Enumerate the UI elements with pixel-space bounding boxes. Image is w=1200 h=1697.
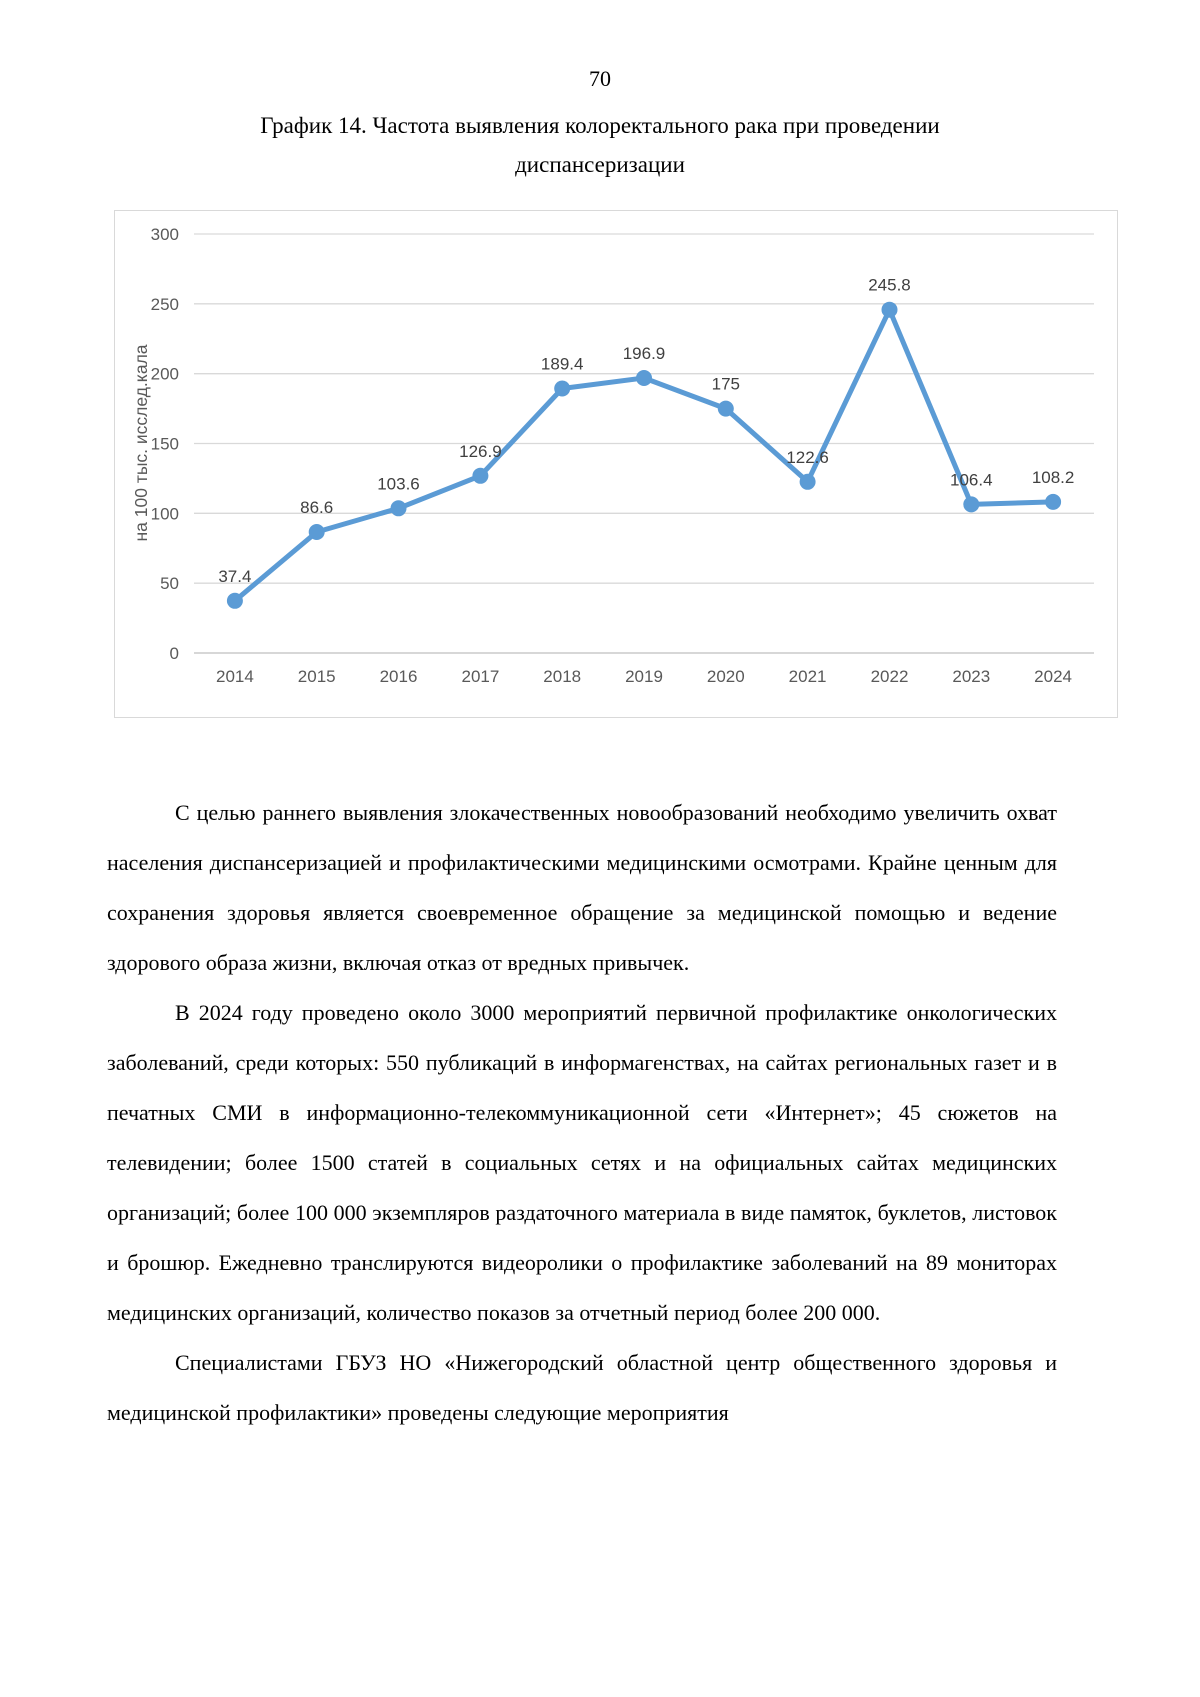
x-tick-label: 2014 <box>216 667 254 686</box>
data-point-label: 86.6 <box>300 498 333 517</box>
x-tick-label: 2024 <box>1034 667 1072 686</box>
data-point <box>554 380 571 397</box>
body-text: С целью раннего выявления злокачественны… <box>107 788 1057 1438</box>
y-tick-label: 100 <box>151 504 179 523</box>
data-point <box>390 500 407 517</box>
chart-caption-line-1: График 14. Частота выявления колоректаль… <box>260 113 940 138</box>
chart-caption: График 14. Частота выявления колоректаль… <box>0 106 1200 184</box>
data-point <box>308 524 325 540</box>
data-point <box>799 473 816 490</box>
data-point-label: 106.4 <box>950 470 993 489</box>
data-point-label: 103.6 <box>377 474 420 493</box>
x-tick-label: 2016 <box>380 667 418 686</box>
data-point-label: 245.8 <box>868 276 911 295</box>
data-point <box>881 301 898 318</box>
x-tick-label: 2022 <box>871 667 909 686</box>
x-tick-label: 2020 <box>707 667 745 686</box>
data-point-label: 126.9 <box>459 442 502 461</box>
x-tick-label: 2015 <box>298 667 336 686</box>
data-point <box>963 496 980 513</box>
data-point <box>636 370 652 386</box>
paragraph-1: С целью раннего выявления злокачественны… <box>107 800 1057 975</box>
data-point-label: 189.4 <box>541 355 584 374</box>
y-axis-title: на 100 тыс. исслед.кала <box>131 344 151 541</box>
data-point <box>1045 493 1062 510</box>
x-tick-label: 2019 <box>625 667 663 686</box>
y-tick-label: 0 <box>170 644 179 663</box>
y-tick-label: 150 <box>151 435 179 454</box>
data-point <box>472 467 489 484</box>
line-chart: 0 50 100 150 200 250 300 на 100 тыс. исслед.кал… <box>131 225 1094 686</box>
x-tick-label: 2023 <box>952 667 990 686</box>
y-tick-label: 200 <box>151 365 179 384</box>
x-tick-label: 2018 <box>543 667 581 686</box>
data-point <box>226 592 243 609</box>
x-tick-label: 2017 <box>461 667 499 686</box>
data-point-label: 122.6 <box>786 448 829 467</box>
data-point-label: 108.2 <box>1032 468 1075 487</box>
paragraph-2: В 2024 году проведено около 3000 меропри… <box>107 1000 1057 1325</box>
data-point <box>717 400 734 417</box>
y-tick-label: 50 <box>160 574 179 593</box>
page-number: 70 <box>589 66 611 91</box>
data-point-label: 196.9 <box>623 344 666 363</box>
y-tick-label: 300 <box>151 225 179 244</box>
line-chart-figure: 0 50 100 150 200 250 300 на 100 тыс. исслед.кал… <box>114 210 1118 718</box>
x-tick-label: 2021 <box>789 667 827 686</box>
y-tick-label: 250 <box>151 295 179 314</box>
paragraph-3: Специалистами ГБУЗ НО «Нижегородский обл… <box>107 1350 1057 1425</box>
data-point-label: 37.4 <box>218 567 251 586</box>
data-point-label: 175 <box>712 375 740 394</box>
chart-caption-line-2: диспансеризации <box>515 152 685 177</box>
